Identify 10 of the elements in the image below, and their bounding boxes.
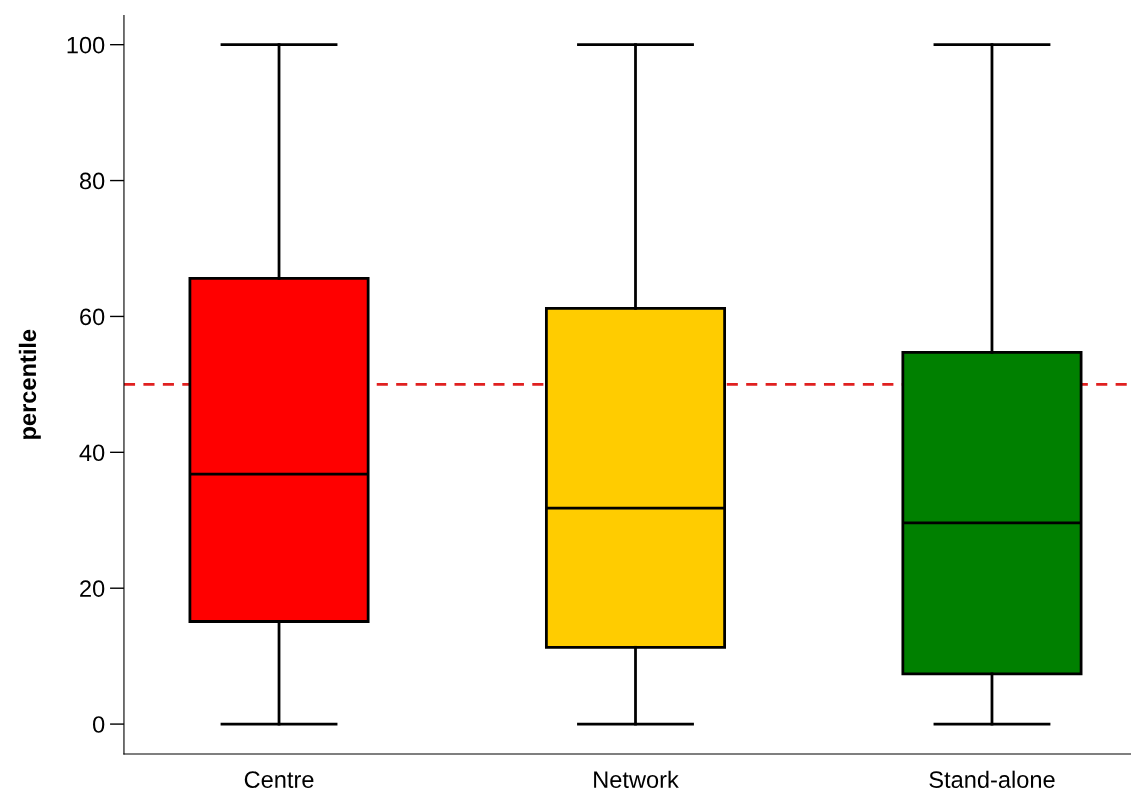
y-tick-label: 100	[67, 36, 105, 54]
x-tick-label: Network	[594, 770, 679, 788]
y-axis-title: percentile	[18, 329, 41, 439]
x-tick-label: Centre	[244, 771, 314, 788]
y-tick-label: 60	[80, 308, 105, 326]
x-tick-label: Stand-alone	[929, 770, 1055, 788]
y-tick-label: 20	[80, 580, 105, 597]
y-tick-label: 80	[79, 172, 105, 190]
y-tick-label: 0	[93, 716, 105, 733]
y-tick-label: 40	[79, 444, 105, 462]
